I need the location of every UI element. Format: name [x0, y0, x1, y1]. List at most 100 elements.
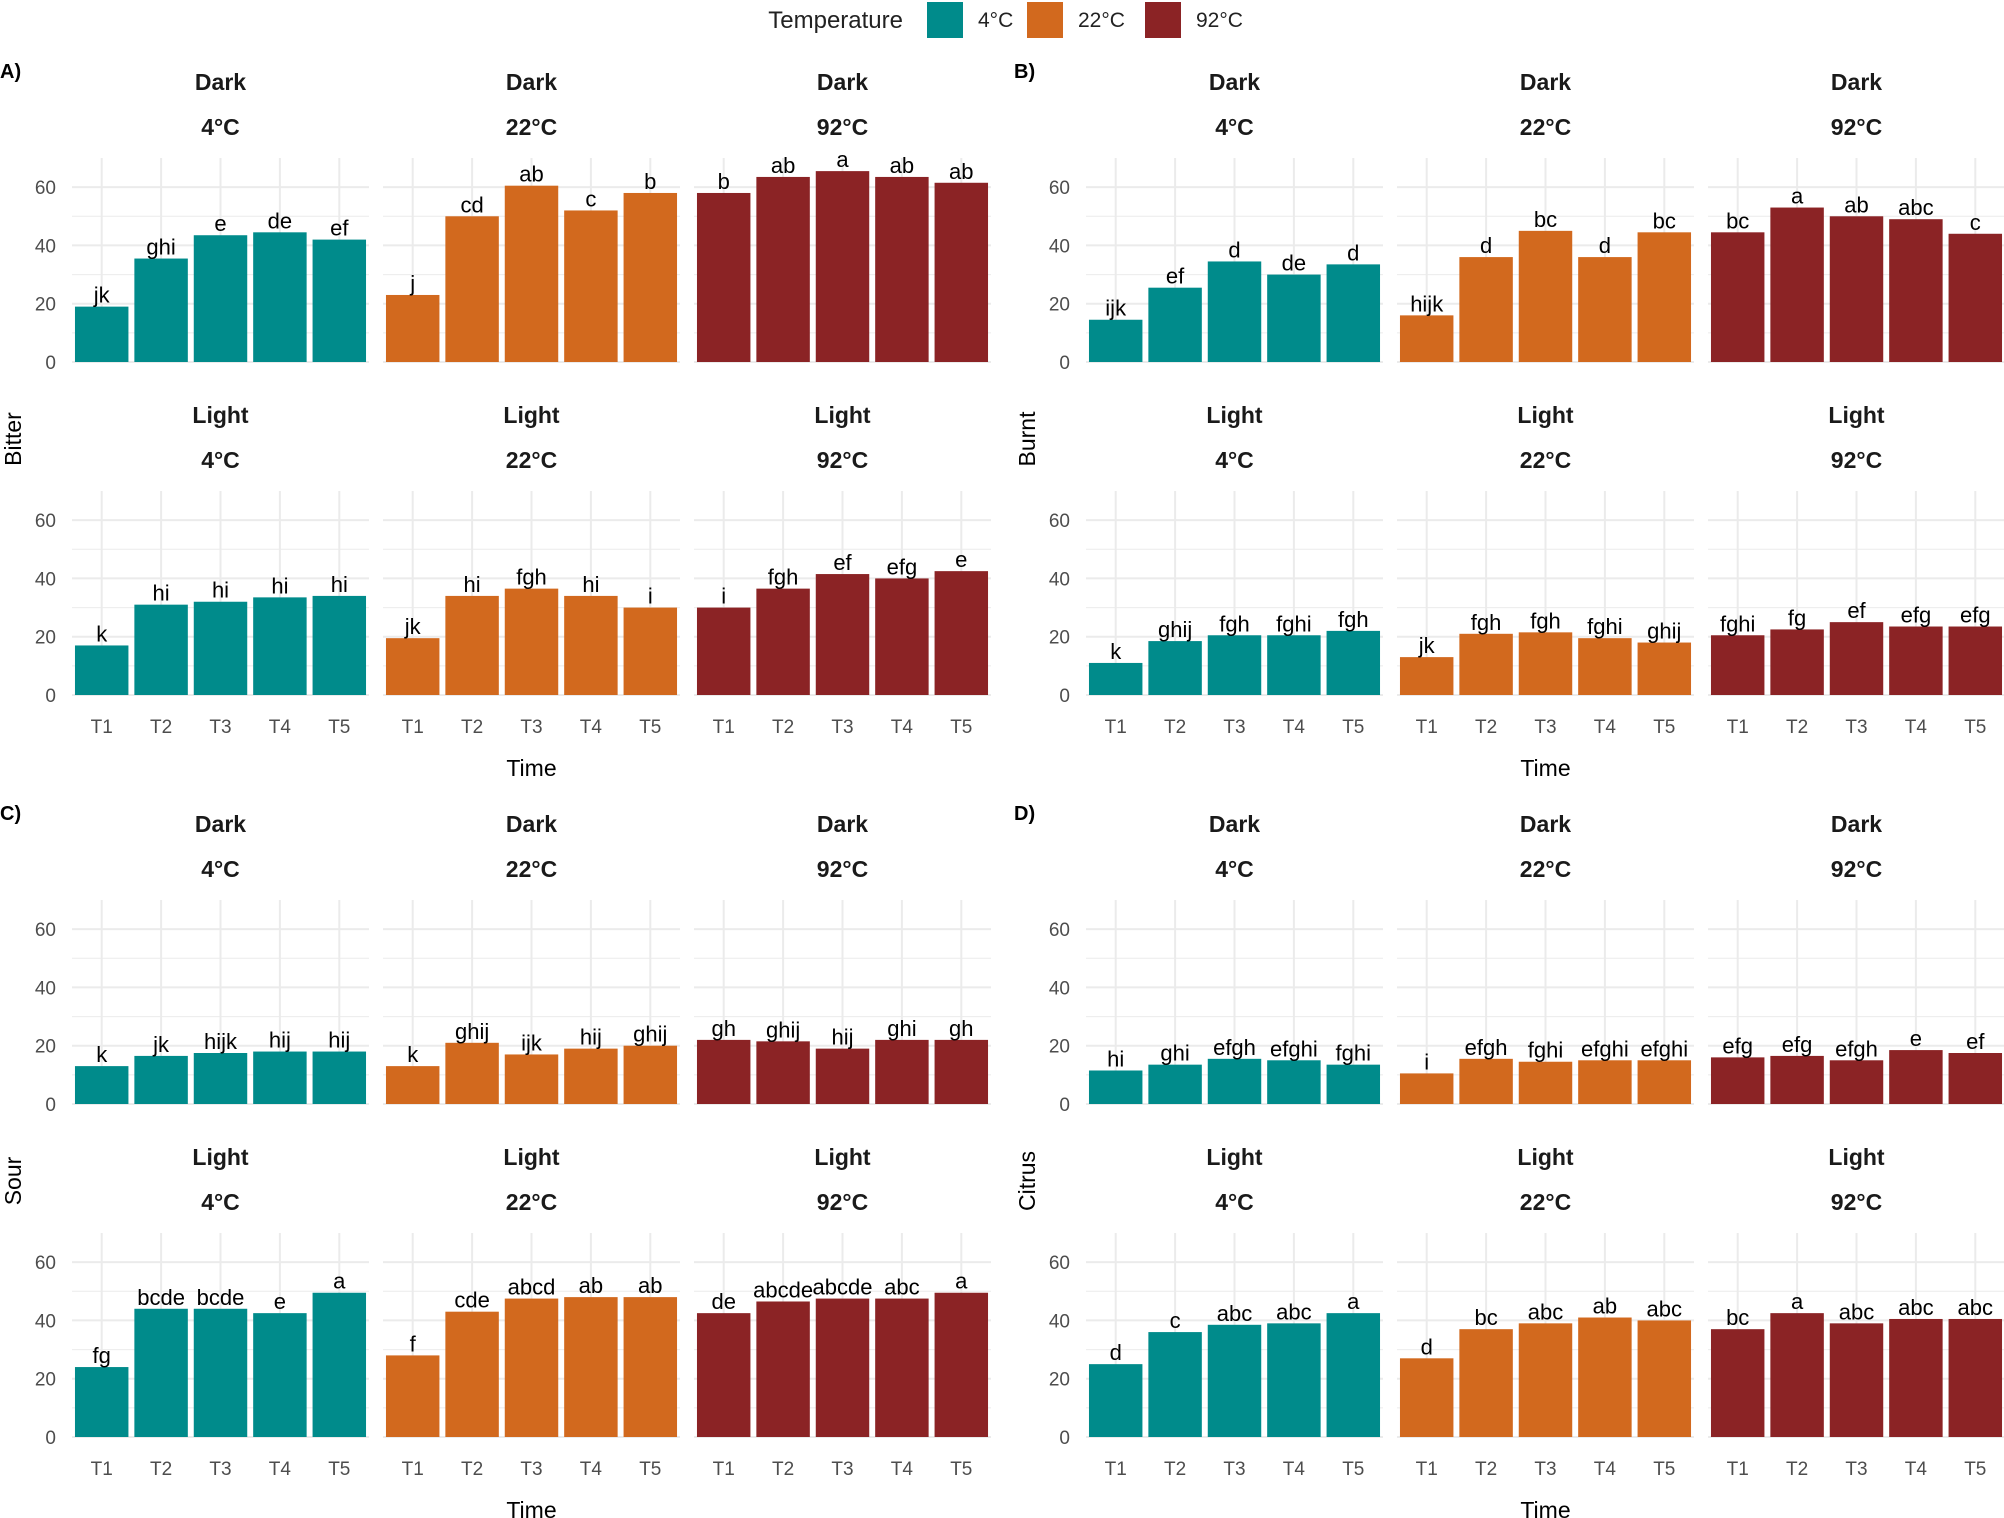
legend-swatch-92c [1145, 2, 1181, 38]
x-tick-label: T3 [1223, 1459, 1245, 1480]
x-tick-label: T3 [520, 1459, 542, 1480]
significance-label: abc [1898, 195, 1933, 220]
significance-label: jk [404, 614, 422, 639]
significance-label: ghij [455, 1019, 489, 1044]
y-tick-label: 40 [1049, 978, 1070, 999]
significance-label: ghij [1158, 617, 1192, 642]
y-tick-label: 20 [35, 295, 56, 316]
x-tick-label: T3 [1845, 1459, 1867, 1480]
facet-dark-92-c: Dark 92°C b ab a ab ab [694, 69, 991, 363]
bar-t1 [1399, 1073, 1454, 1104]
y-tick-label: 60 [1049, 511, 1070, 532]
bar-t2 [445, 1311, 499, 1437]
significance-label: efg [1782, 1032, 1813, 1057]
bar-t5 [1948, 626, 2003, 695]
significance-label: bc [1726, 1305, 1749, 1330]
bar-t3 [1207, 1058, 1262, 1104]
bar-t4 [1578, 257, 1632, 362]
strip-label-temperature: 4°C [201, 114, 240, 140]
strip-label-temperature: 22°C [506, 447, 557, 473]
x-tick-label: T5 [1653, 1459, 1675, 1480]
facet-dark-22-c: Dark 22°C i efgh fghi efghi efghi [1397, 811, 1694, 1105]
bar-t1 [696, 192, 751, 362]
bar-t1 [1088, 662, 1143, 695]
significance-label: bcde [137, 1285, 185, 1310]
legend-title: Temperature [768, 7, 903, 34]
panel-b-burnt: B) Burnt Time Dark 4°C 0 20 40 60 ijk ef d de d Dark 22… [1014, 61, 2004, 781]
bar-t2 [756, 1301, 810, 1437]
significance-label: fghi [1720, 611, 1755, 636]
x-tick-label: T3 [209, 1459, 231, 1480]
significance-label: a [1791, 1289, 1804, 1314]
strip-label-light: Light [814, 1144, 871, 1170]
x-tick-label: T2 [1475, 717, 1497, 738]
significance-label: efg [1901, 603, 1932, 628]
bar-t2 [134, 604, 188, 695]
strip-label-light: Light [192, 402, 249, 428]
bar-t5 [623, 607, 678, 695]
significance-label: k [96, 621, 108, 646]
y-tick-label: 20 [1049, 628, 1070, 649]
bar-t3 [1829, 622, 1884, 695]
significance-label: a [836, 147, 849, 172]
bar-t3 [815, 574, 870, 695]
x-tick-label: T4 [891, 1459, 914, 1480]
significance-label: b [718, 169, 730, 194]
bar-t1 [385, 294, 440, 362]
significance-label: ab [1844, 192, 1868, 217]
significance-label: k [1110, 639, 1122, 664]
strip-label-temperature: 92°C [1831, 114, 1882, 140]
significance-label: efg [1960, 603, 1991, 628]
significance-label: bcde [197, 1285, 245, 1310]
facet-light-92-c: Light 92°C i fgh ef efg e T1 T2 T3 T4 T5 [694, 402, 991, 738]
facet-dark-4-c: Dark 4°C 0 20 40 60 k jk hijk hij hij [35, 811, 369, 1116]
bar-t3 [815, 1048, 870, 1104]
significance-label: abc [1647, 1296, 1682, 1321]
significance-label: d [1110, 1340, 1122, 1365]
x-tick-label: T1 [91, 717, 113, 738]
legend-swatch-22c [1027, 2, 1063, 38]
bar-t1 [385, 1066, 440, 1104]
y-tick-label: 40 [35, 1311, 56, 1332]
bar-t4 [1267, 635, 1321, 695]
significance-label: ef [1847, 598, 1866, 623]
significance-label: k [96, 1042, 108, 1067]
significance-label: fgh [1219, 611, 1250, 636]
x-tick-label: T5 [1342, 1459, 1364, 1480]
strip-label-light: Light [503, 1144, 560, 1170]
significance-label: hij [580, 1025, 602, 1050]
significance-label: efg [887, 554, 918, 579]
bar-t4 [1267, 1323, 1321, 1437]
bar-t1 [1399, 1358, 1454, 1437]
significance-label: abcde [753, 1277, 813, 1302]
x-axis-label: Time [1520, 755, 1570, 781]
bar-t4 [253, 1313, 307, 1437]
significance-label: ab [949, 159, 973, 184]
bar-t5 [312, 1292, 367, 1437]
significance-label: ghi [887, 1016, 916, 1041]
strip-label-temperature: 22°C [1520, 114, 1571, 140]
significance-label: ghi [146, 235, 175, 260]
y-axis-label: Citrus [1014, 1151, 1040, 1211]
significance-label: hi [331, 572, 348, 597]
legend-swatch-4c [927, 2, 963, 38]
significance-label: ijk [1105, 296, 1127, 321]
strip-label-light: Dark [1520, 811, 1571, 837]
significance-label: abc [1528, 1299, 1563, 1324]
significance-label: c [1970, 210, 1981, 235]
facet-dark-22-c: Dark 22°C hijk d bc d bc [1397, 69, 1694, 363]
y-tick-label: 60 [35, 511, 56, 532]
significance-label: c [1170, 1308, 1181, 1333]
bar-t4 [875, 1039, 929, 1104]
significance-label: hi [464, 572, 481, 597]
significance-label: fghi [1587, 614, 1622, 639]
bar-t5 [1326, 1064, 1381, 1104]
bar-t3 [815, 1298, 870, 1437]
bar-t4 [253, 232, 307, 362]
significance-label: e [955, 547, 967, 572]
bar-t3 [504, 588, 559, 695]
strip-label-temperature: 4°C [1215, 447, 1254, 473]
y-tick-label: 20 [1049, 295, 1070, 316]
y-tick-label: 40 [1049, 569, 1070, 590]
